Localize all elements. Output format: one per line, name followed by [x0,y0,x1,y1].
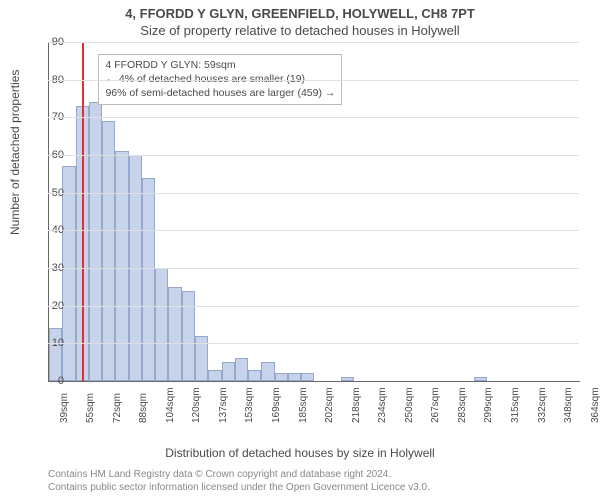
x-tick-label: 104sqm [165,387,176,423]
histogram-bar [115,151,128,381]
grid-line [48,155,579,156]
grid-line [48,343,579,344]
histogram-bar [261,362,274,381]
histogram-bar [341,377,354,381]
histogram-bar [235,358,248,381]
histogram-bar [102,121,115,381]
x-tick-label: 202sqm [324,387,335,423]
attribution-text: Contains HM Land Registry data © Crown c… [48,468,430,494]
chart-title-line1: 4, FFORDD Y GLYN, GREENFIELD, HOLYWELL, … [0,0,600,21]
chart-container: 4, FFORDD Y GLYN, GREENFIELD, HOLYWELL, … [0,0,600,500]
histogram-bar [182,291,195,381]
x-tick-label: 72sqm [112,393,123,423]
x-tick-label: 55sqm [85,393,96,423]
annotation-line: 96% of semi-detached houses are larger (… [105,86,335,100]
x-tick-label: 283sqm [457,387,468,423]
plot-region: 4 FFORDD Y GLYN: 59sqm ← 4% of detached … [48,42,580,382]
x-tick-label: 137sqm [218,387,229,423]
x-tick-label: 348sqm [563,387,574,423]
y-tick-label: 0 [40,375,64,387]
histogram-bar [275,373,288,381]
annotation-line: 4 FFORDD Y GLYN: 59sqm [105,58,335,72]
histogram-bar [49,328,62,381]
marker-line [82,42,84,381]
chart-title-line2: Size of property relative to detached ho… [0,21,600,38]
x-tick-label: 185sqm [298,387,309,423]
histogram-bar [155,268,168,381]
x-tick-label: 218sqm [351,387,362,423]
histogram-bar [208,370,221,381]
y-axis-label: Number of detached properties [8,70,22,235]
histogram-bar [168,287,181,381]
x-tick-label: 267sqm [430,387,441,423]
grid-line [48,306,579,307]
x-tick-label: 39sqm [59,393,70,423]
attribution-line: Contains public sector information licen… [48,481,430,494]
attribution-line: Contains HM Land Registry data © Crown c… [48,468,430,481]
x-tick-label: 169sqm [271,387,282,423]
x-axis-label: Distribution of detached houses by size … [0,446,600,460]
grid-line [48,193,579,194]
x-tick-label: 315sqm [510,387,521,423]
x-tick-label: 299sqm [483,387,494,423]
grid-line [48,42,579,43]
x-tick-label: 88sqm [138,393,149,423]
grid-line [48,117,579,118]
x-tick-label: 332sqm [537,387,548,423]
histogram-bar [62,166,75,381]
histogram-bar [301,373,314,381]
histogram-bar [89,102,102,381]
chart-area: Number of detached properties 4 FFORDD Y… [0,40,600,430]
histogram-bar [474,377,487,381]
x-tick-label: 364sqm [590,387,600,423]
histogram-bar [222,362,235,381]
grid-line [48,268,579,269]
grid-line [48,230,579,231]
histogram-bar [248,370,261,381]
x-tick-label: 120sqm [191,387,202,423]
x-tick-label: 234sqm [377,387,388,423]
x-tick-label: 250sqm [404,387,415,423]
histogram-bar [142,178,155,381]
histogram-bar [288,373,301,381]
x-tick-label: 153sqm [244,387,255,423]
grid-line [48,80,579,81]
